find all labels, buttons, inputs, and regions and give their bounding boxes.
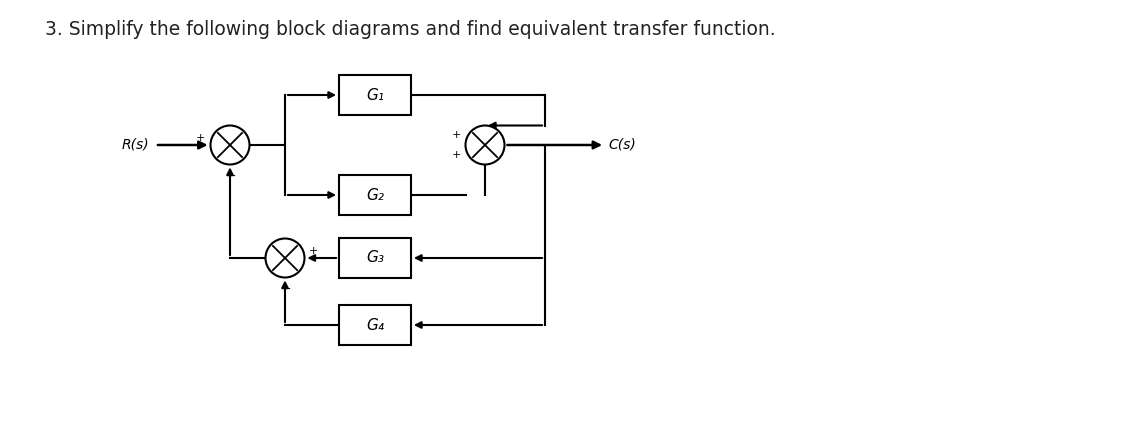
Text: +: + [309,246,318,256]
FancyBboxPatch shape [339,175,411,215]
Text: −: − [281,283,291,295]
Text: G₄: G₄ [366,317,384,332]
Text: +: + [452,150,461,160]
Text: +: + [197,133,206,143]
Text: G₁: G₁ [366,87,384,102]
FancyBboxPatch shape [339,305,411,345]
Circle shape [210,126,250,165]
Text: 3. Simplify the following block diagrams and find equivalent transfer function.: 3. Simplify the following block diagrams… [45,20,776,39]
Text: C(s): C(s) [608,138,636,152]
FancyBboxPatch shape [339,238,411,278]
Circle shape [466,126,504,165]
Text: R(s): R(s) [122,138,149,152]
Text: −: − [226,169,236,182]
Circle shape [266,239,304,277]
Text: G₂: G₂ [366,187,384,203]
Text: G₃: G₃ [366,251,384,265]
Text: +: + [452,130,461,140]
FancyBboxPatch shape [339,75,411,115]
